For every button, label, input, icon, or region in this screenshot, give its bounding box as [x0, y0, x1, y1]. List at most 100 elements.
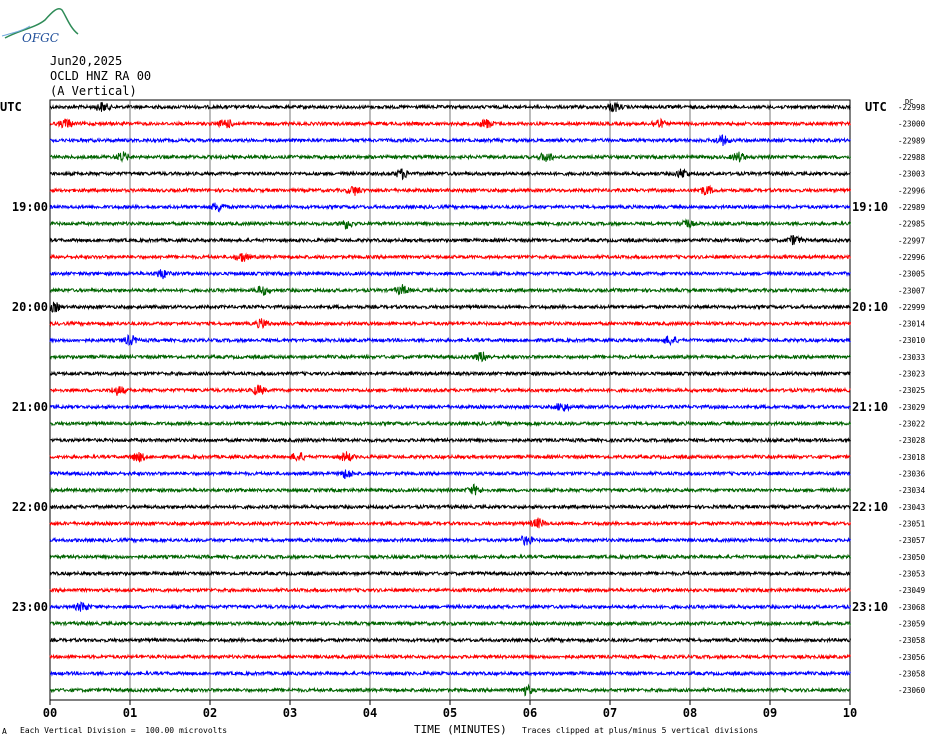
right-time-label: 23:10	[852, 600, 888, 614]
trace-row-25	[49, 517, 851, 529]
right-time-label: 22:10	[852, 500, 888, 514]
x-tick-label: 02	[203, 706, 217, 720]
trace-row-24	[49, 503, 851, 511]
x-tick-label: 03	[283, 706, 297, 720]
dc-offset-label: -22999	[898, 303, 925, 312]
dc-offset-label: -22998	[898, 103, 926, 112]
dc-offset-label: -23057	[898, 536, 925, 545]
dc-offset-label: -23043	[898, 503, 925, 512]
utc-label-right: UTC	[865, 100, 887, 114]
dc-offset-label: -23023	[898, 370, 925, 379]
dc-offset-label: -23022	[898, 420, 925, 429]
dc-offset-label: -23053	[898, 569, 925, 578]
trace-row-29	[49, 586, 851, 594]
trace-row-26	[49, 535, 851, 547]
dc-offset-label: -23034	[898, 486, 926, 495]
dc-offset-label: -23003	[898, 170, 925, 179]
trace-row-33	[49, 653, 851, 661]
dc-offset-label: -23060	[898, 686, 926, 695]
header-component: (A Vertical)	[50, 84, 137, 98]
right-time-label: 19:10	[852, 200, 888, 214]
trace-row-14	[49, 333, 851, 347]
scale-note: Each Vertical Division = 100.00 microvol…	[20, 726, 228, 735]
dc-offset-label: -23036	[898, 470, 926, 479]
trace-row-35	[49, 683, 851, 697]
trace-row-6	[49, 202, 851, 213]
trace-row-3	[49, 151, 851, 164]
x-tick-label: 09	[763, 706, 777, 720]
trace-row-16	[49, 370, 851, 378]
dc-offset-label: -22989	[898, 203, 925, 212]
trace-row-7	[49, 218, 851, 230]
dc-offset-label: -23049	[898, 586, 925, 595]
x-tick-label: 04	[363, 706, 377, 720]
dc-offset-label: -23059	[898, 619, 925, 628]
dc-offset-label: -23014	[898, 320, 926, 329]
left-time-label: 23:00	[12, 600, 48, 614]
dc-offset-label: -23033	[898, 353, 925, 362]
dc-offset-label: -23068	[898, 603, 926, 612]
dc-offset-label: -22988	[898, 153, 926, 162]
right-time-label: 20:10	[852, 300, 888, 314]
dc-offset-label: -23058	[898, 636, 926, 645]
dc-offset-label: -23005	[898, 270, 925, 279]
logo-text: OFGC	[22, 31, 59, 45]
dc-unit-label: DC	[905, 98, 913, 106]
dc-offset-label: -23010	[898, 336, 926, 345]
x-tick-label: 01	[123, 706, 137, 720]
x-tick-label: 07	[603, 706, 617, 720]
trace-row-0	[49, 101, 851, 113]
trace-row-1	[49, 117, 851, 129]
dc-offset-label: -22996	[898, 253, 926, 262]
trace-row-22	[49, 469, 851, 480]
trace-row-34	[49, 669, 851, 678]
trace-row-31	[49, 619, 851, 628]
trace-row-27	[49, 553, 851, 561]
trace-row-10	[49, 269, 851, 280]
dc-offset-label: -23007	[898, 286, 925, 295]
trace-row-20	[49, 436, 851, 444]
dc-offset-label: -23051	[898, 520, 925, 529]
utc-label-left: UTC	[0, 100, 22, 114]
dc-offset-label: -23029	[898, 403, 925, 412]
trace-row-15	[49, 351, 851, 363]
trace-row-2	[49, 134, 851, 146]
x-tick-label: 05	[443, 706, 457, 720]
trace-row-23	[49, 483, 851, 496]
footer-marker: A	[2, 727, 7, 736]
x-tick-label: 10	[843, 706, 857, 720]
trace-row-30	[49, 601, 851, 612]
dc-offset-label: -23056	[898, 653, 926, 662]
dc-offset-label: -22989	[898, 136, 925, 145]
trace-row-9	[49, 252, 851, 262]
trace-row-28	[49, 570, 851, 578]
trace-row-17	[49, 384, 851, 396]
left-time-label: 21:00	[12, 400, 48, 414]
dc-offset-label: -23028	[898, 436, 926, 445]
dc-offset-label: -22996	[898, 186, 926, 195]
header-date: Jun20,2025	[50, 54, 123, 68]
header-station: OCLD HNZ RA 00	[50, 69, 152, 83]
trace-row-5	[49, 184, 851, 196]
trace-row-11	[49, 284, 851, 296]
dc-offset-label: -23018	[898, 453, 926, 462]
x-tick-label: 00	[43, 706, 57, 720]
left-time-label: 20:00	[12, 300, 48, 314]
clip-note: Traces clipped at plus/minus 5 vertical …	[522, 726, 759, 735]
trace-row-21	[49, 451, 851, 463]
trace-row-4	[49, 168, 851, 181]
dc-offset-label: -22997	[898, 236, 925, 245]
ofgc-logo: OFGC	[1, 8, 79, 45]
dc-offset-label: -23050	[898, 553, 926, 562]
trace-row-32	[49, 636, 851, 644]
right-time-label: 21:10	[852, 400, 888, 414]
x-axis-title: TIME (MINUTES)	[414, 723, 507, 736]
trace-row-13	[49, 318, 851, 330]
trace-row-12	[49, 301, 851, 313]
dc-offset-label: -22985	[898, 220, 925, 229]
x-tick-label: 06	[523, 706, 537, 720]
dc-offset-label: -23025	[898, 386, 925, 395]
left-time-label: 19:00	[12, 200, 48, 214]
left-time-label: 22:00	[12, 500, 48, 514]
x-tick-label: 08	[683, 706, 697, 720]
